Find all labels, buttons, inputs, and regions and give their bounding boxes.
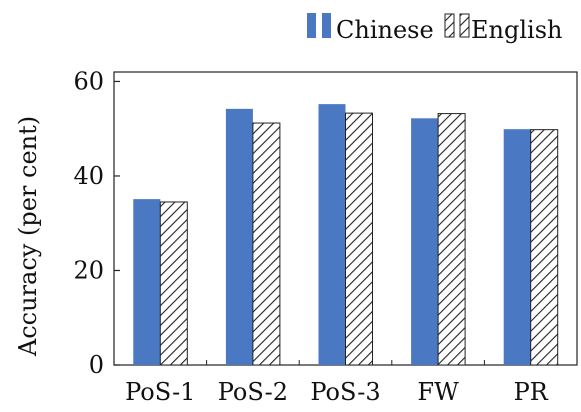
y-tick-label: 0: [89, 351, 104, 379]
legend-item-chinese: Chinese: [307, 13, 434, 44]
legend-swatch-english: [459, 13, 470, 38]
bar-english: [252, 122, 281, 366]
y-tick-label: 40: [73, 162, 104, 190]
bar-chinese: [225, 108, 253, 365]
x-tick-label: FW: [417, 378, 459, 406]
bar-chinese: [411, 118, 439, 366]
legend-item-english: English: [444, 13, 562, 44]
legend-label-english: English: [471, 16, 562, 44]
bar-chinese: [318, 104, 346, 365]
bar-chinese: [133, 199, 161, 365]
bar-group: [503, 129, 559, 366]
x-tick-label: PoS-2: [218, 378, 288, 406]
bar-group: [318, 104, 373, 366]
x-tick-label: PR: [514, 378, 549, 406]
legend-swatch-english: [444, 13, 455, 38]
bar-english: [437, 113, 466, 366]
legend: Chinese English: [307, 13, 562, 44]
bar-group: [225, 108, 281, 366]
bars: [133, 104, 559, 366]
bar-english: [345, 112, 373, 366]
legend-swatch-chinese: [307, 13, 316, 38]
x-tick-label: PoS-3: [310, 378, 380, 406]
bar-group: [411, 113, 466, 366]
bar-english: [159, 201, 188, 366]
bar-group: [133, 199, 188, 366]
legend-label-chinese: Chinese: [336, 16, 434, 44]
y-tick-label: 60: [73, 67, 104, 95]
legend-swatch-chinese: [322, 13, 331, 38]
y-tick-label: 20: [73, 256, 104, 284]
y-axis-ticks: 0 20 40 60: [73, 67, 120, 379]
x-axis-ticks: PoS-1 PoS-2 PoS-3 FW PR: [125, 360, 578, 406]
bar-chinese: [503, 129, 531, 365]
y-axis-label: Accuracy (per cent): [14, 116, 42, 357]
bar-english: [530, 129, 559, 366]
x-tick-label: PoS-1: [125, 378, 195, 406]
